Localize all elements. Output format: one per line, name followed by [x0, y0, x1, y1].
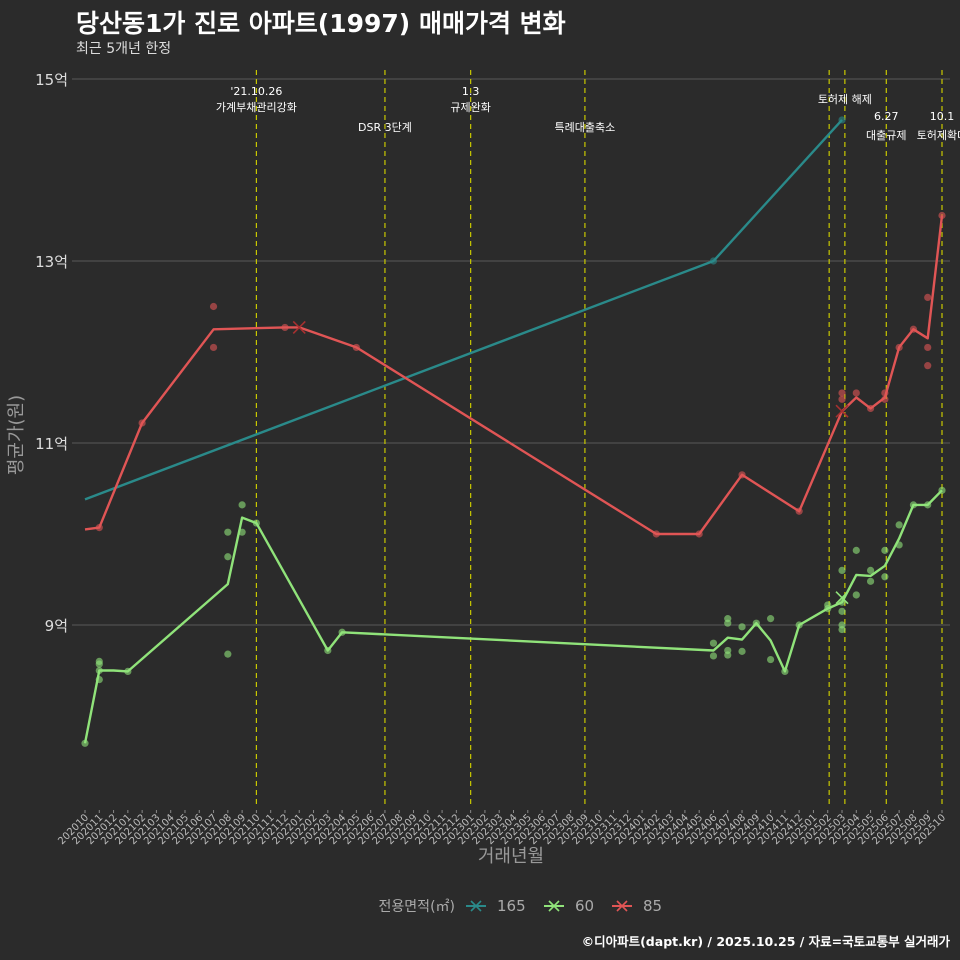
event-date-label: 1.3: [462, 85, 480, 98]
data-point: [895, 521, 903, 529]
legend-swatch-marker: [616, 900, 628, 912]
data-point: [838, 566, 846, 575]
legend-label: 165: [497, 897, 526, 915]
data-point: [866, 566, 875, 575]
legend-swatch-marker: [470, 900, 482, 912]
series-60: [81, 486, 946, 747]
data-point: [224, 553, 232, 561]
event-date-label: '21.10.26: [230, 85, 282, 98]
credit-text: ©디아파트(dapt.kr) / 2025.10.25 / 자료=국토교통부 실…: [581, 934, 950, 949]
data-point: [838, 621, 846, 629]
chart-title: 당산동1가 진로 아파트(1997) 매매가격 변화: [76, 9, 566, 38]
series-85: [84, 211, 946, 538]
data-point: [724, 615, 732, 623]
series-line: [84, 119, 843, 501]
data-point: [881, 546, 889, 554]
data-point: [709, 652, 718, 660]
data-point: [852, 591, 860, 599]
legend-swatch-marker: [548, 900, 560, 912]
max-marker: [292, 320, 306, 334]
event-date-label: 10.1: [930, 110, 955, 123]
y-tick-label: 15억: [35, 71, 68, 89]
data-point: [838, 607, 846, 615]
data-point: [767, 655, 775, 664]
event-label: 토허제확대: [917, 129, 960, 142]
y-axis-title: 평균가(원): [6, 395, 27, 475]
y-tick-label: 13억: [35, 253, 68, 271]
data-point: [838, 395, 846, 403]
series-line: [83, 489, 943, 744]
data-point: [724, 646, 732, 655]
data-point: [852, 389, 860, 397]
data-point: [881, 573, 889, 581]
event-label: 규제완화: [450, 101, 490, 114]
data-point: [238, 501, 246, 509]
y-tick-label: 9억: [45, 617, 68, 635]
series-165: [84, 116, 846, 501]
event-label: 가계부채관리강화: [216, 101, 297, 114]
data-point: [95, 657, 103, 666]
data-point: [738, 623, 746, 631]
data-point: [224, 650, 232, 658]
event-label: 대출규제: [866, 129, 906, 142]
data-point: [866, 577, 875, 585]
y-tick-label: 11억: [35, 435, 68, 453]
event-date-label: 6.27: [874, 110, 899, 123]
chart-subtitle: 최근 5개년 한정: [76, 41, 172, 57]
data-point: [738, 647, 746, 655]
data-point: [224, 528, 232, 536]
legend-label: 85: [643, 897, 662, 915]
legend-title: 전용면적(㎡): [379, 899, 455, 915]
data-point: [209, 343, 218, 352]
series-line: [84, 215, 944, 536]
data-point: [709, 639, 718, 647]
data-point: [852, 546, 860, 554]
x-axis-title: 거래년월: [478, 846, 544, 867]
event-label: DSR 3단계: [358, 121, 412, 134]
max-marker: [835, 404, 849, 418]
data-point: [838, 389, 846, 397]
data-point: [209, 302, 218, 311]
data-point: [81, 739, 89, 747]
data-point: [924, 343, 932, 352]
data-point: [767, 615, 775, 623]
data-point: [924, 362, 932, 370]
max-marker: [835, 591, 849, 605]
event-label: 토허제 해제: [818, 92, 872, 106]
legend-label: 60: [575, 897, 594, 915]
data-point: [924, 293, 932, 301]
event-label: 특례대출축소: [555, 121, 616, 134]
